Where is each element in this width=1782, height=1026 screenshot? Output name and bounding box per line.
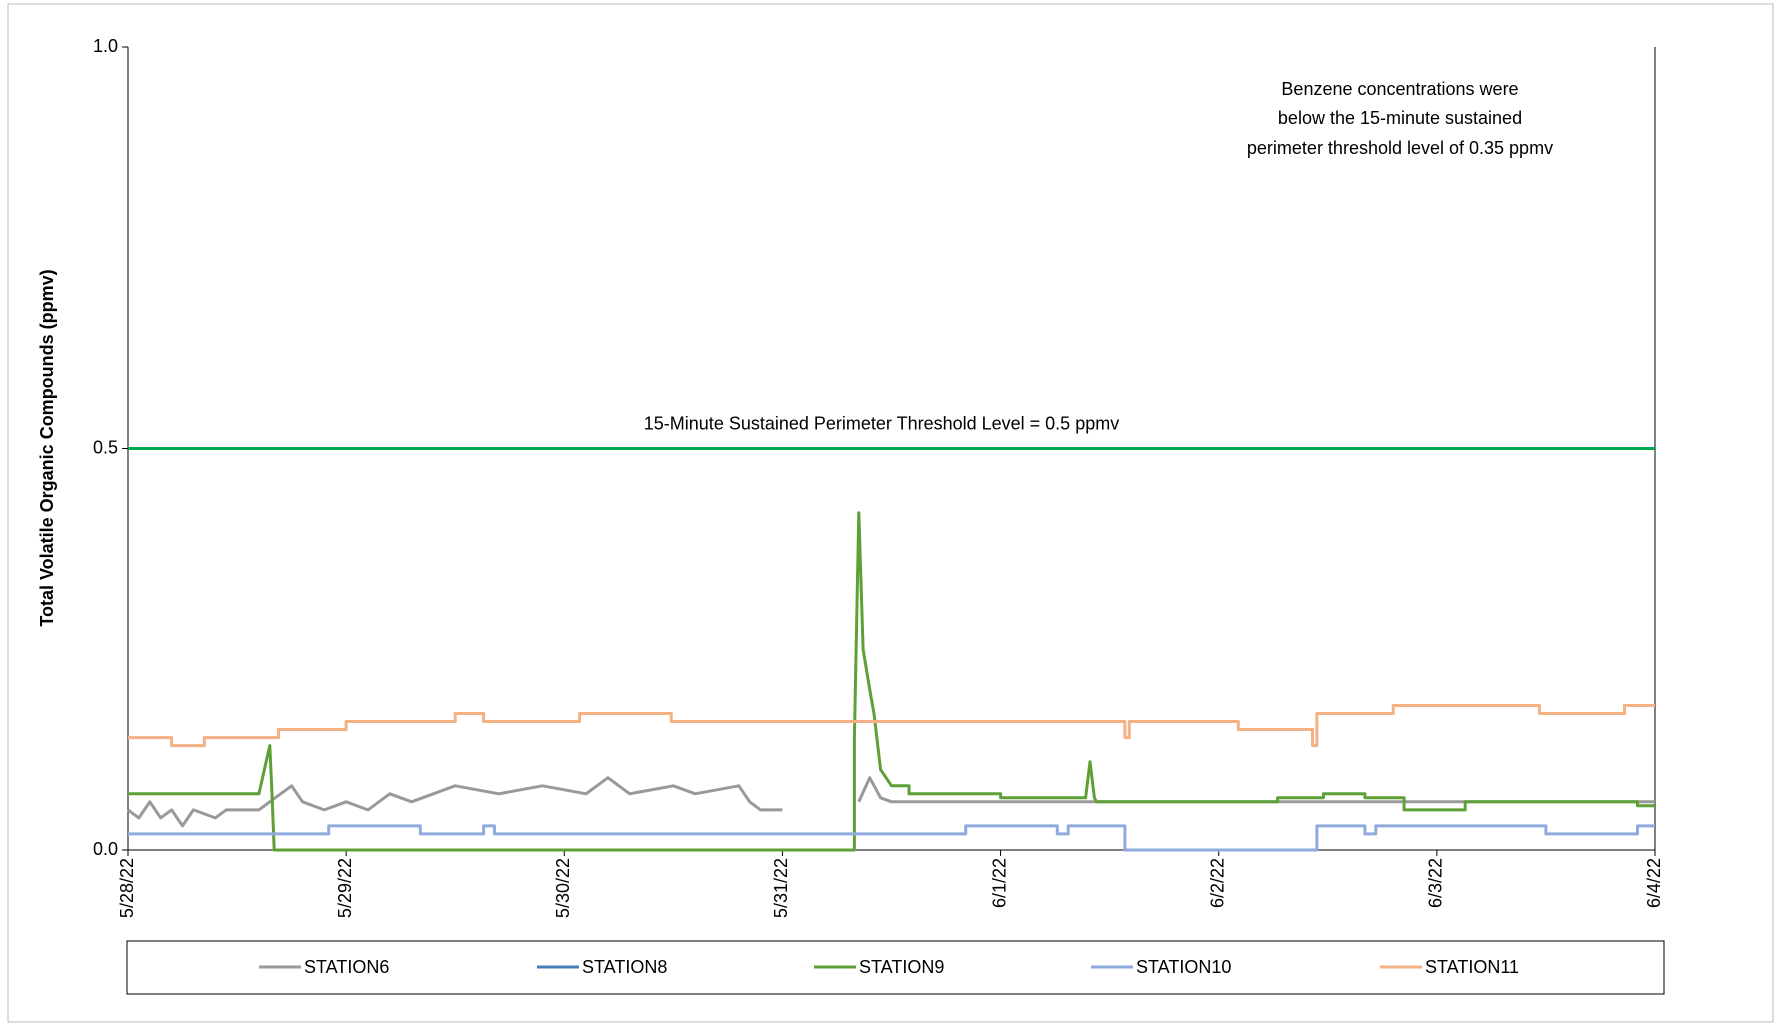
x-tick-label: 5/30/22 (553, 858, 573, 918)
x-tick-label: 5/29/22 (335, 858, 355, 918)
chart-frame (7, 3, 1774, 1023)
x-tick-label: 5/31/22 (771, 858, 791, 918)
annotation: perimeter threshold level of 0.35 ppmv (1247, 138, 1553, 158)
legend-box (126, 940, 1665, 995)
x-tick-label: 6/1/22 (989, 858, 1009, 908)
legend-label: STATION6 (304, 957, 389, 977)
x-tick-label: 6/4/22 (1644, 858, 1664, 908)
y-tick-label: 0.0 (93, 839, 118, 859)
series-line (128, 824, 1655, 852)
legend-label: STATION10 (1136, 957, 1231, 977)
annotation: Benzene concentrations were (1281, 79, 1518, 99)
series-line (128, 511, 1655, 852)
annotation: below the 15-minute sustained (1278, 108, 1522, 128)
x-tick-label: 5/28/22 (117, 858, 137, 918)
series-line (127, 776, 783, 828)
y-tick-label: 0.5 (93, 437, 118, 457)
y-tick-label: 1.0 (93, 36, 118, 56)
legend-label: STATION11 (1425, 957, 1519, 977)
legend-label: STATION8 (582, 957, 667, 977)
series-line (128, 704, 1655, 748)
x-tick-label: 6/3/22 (1426, 858, 1446, 908)
series-line (857, 776, 1655, 804)
legend-label: STATION9 (859, 957, 944, 977)
y-axis-title: Total Volatile Organic Compounds (ppmv) (37, 269, 57, 626)
threshold-label: 15-Minute Sustained Perimeter Threshold … (644, 413, 1119, 433)
x-tick-label: 6/2/22 (1207, 858, 1227, 908)
